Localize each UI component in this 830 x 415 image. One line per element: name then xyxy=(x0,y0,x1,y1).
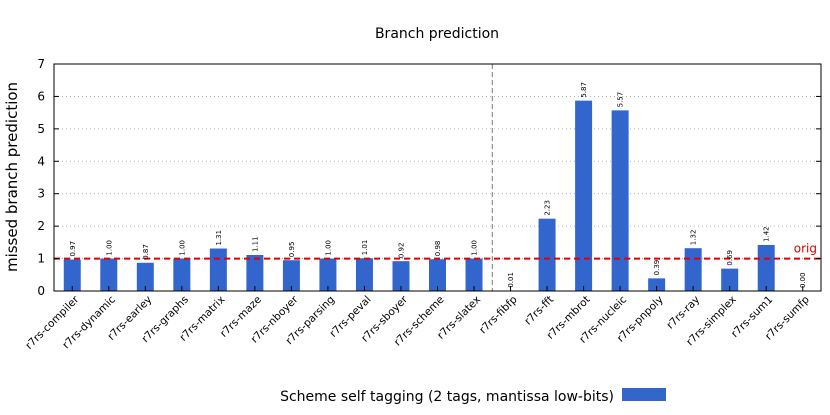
data-label: 1.42 xyxy=(763,226,771,242)
data-label: 0.87 xyxy=(142,244,150,260)
bar xyxy=(721,268,739,291)
data-label: 0.97 xyxy=(69,241,77,257)
data-label: 1.11 xyxy=(251,236,259,252)
data-label: 5.57 xyxy=(617,92,625,108)
labels: 012345670.97r7rs-compiler1.00r7rs-dynami… xyxy=(23,57,817,352)
bar xyxy=(465,258,483,291)
y-tick-label: 5 xyxy=(37,122,45,136)
data-label: 1.31 xyxy=(215,230,223,246)
y-tick-label: 1 xyxy=(37,252,45,266)
bar xyxy=(209,248,227,291)
x-category-label: r7rs-ray xyxy=(664,294,702,332)
bar xyxy=(684,248,702,291)
data-label: 5.87 xyxy=(580,82,588,98)
data-label: 0.95 xyxy=(288,242,296,258)
bar xyxy=(611,110,629,291)
data-label: 1.00 xyxy=(471,240,479,256)
plot-border xyxy=(53,63,822,292)
data-label: 1.00 xyxy=(105,240,113,256)
bar xyxy=(173,258,191,291)
data-label: 0.39 xyxy=(653,260,661,276)
bar xyxy=(648,278,666,291)
data-label: 0.69 xyxy=(726,250,734,266)
bar xyxy=(63,259,81,291)
reference-line-label: orig xyxy=(794,242,817,256)
bar xyxy=(757,244,775,291)
bar xyxy=(100,258,118,291)
x-category-label: r7rs-fibfp xyxy=(477,293,520,336)
data-label: 1.00 xyxy=(178,240,186,256)
data-label: 1.01 xyxy=(361,240,369,256)
bar xyxy=(136,262,154,291)
y-axis-label: missed branch prediction xyxy=(3,82,21,272)
y-tick-label: 3 xyxy=(37,187,45,201)
data-label: 1.32 xyxy=(690,230,698,246)
bar xyxy=(575,100,593,291)
x-category-label: r7rs-fft xyxy=(522,294,556,328)
y-tick-label: 7 xyxy=(37,57,45,71)
legend-label: Scheme self tagging (2 tags, mantissa lo… xyxy=(280,389,614,405)
plot-frame xyxy=(53,63,822,292)
data-label: 0.98 xyxy=(434,241,442,257)
y-tick-label: 6 xyxy=(37,89,45,103)
data-label: 0.01 xyxy=(507,272,515,288)
bar xyxy=(282,260,300,291)
chart-title: Branch prediction xyxy=(375,26,499,42)
bar xyxy=(246,255,264,291)
data-label: 2.23 xyxy=(544,200,552,216)
data-label: 1.00 xyxy=(324,240,332,256)
data-label: 0.92 xyxy=(397,243,405,259)
data-label: 0.00 xyxy=(799,272,807,288)
bars xyxy=(54,100,821,291)
bar xyxy=(319,258,337,291)
y-tick-label: 0 xyxy=(37,284,45,298)
grid-lines xyxy=(54,64,821,291)
legend: Scheme self tagging (2 tags, mantissa lo… xyxy=(280,388,666,405)
bar xyxy=(392,261,410,291)
bar xyxy=(429,259,446,291)
y-tick-label: 4 xyxy=(37,154,45,168)
y-tick-label: 2 xyxy=(37,219,45,233)
bar xyxy=(355,258,373,291)
bar xyxy=(538,218,556,291)
legend-swatch xyxy=(622,388,666,401)
